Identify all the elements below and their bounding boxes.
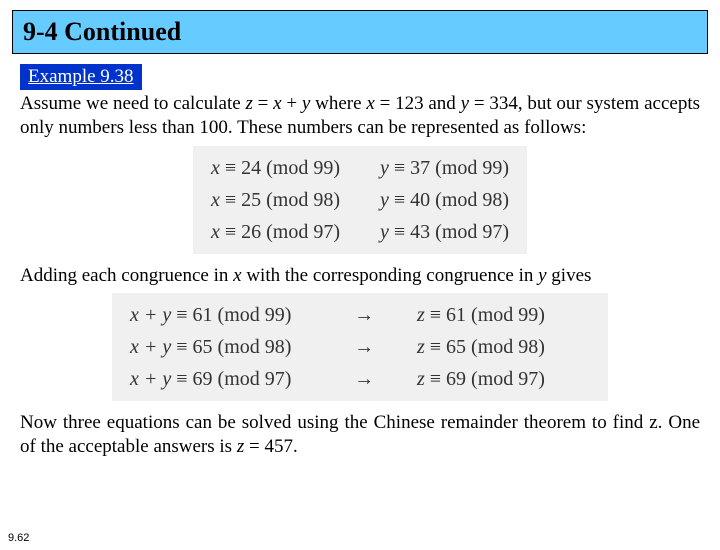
conclusion-text: Now three equations can be solved using … [20,411,700,459]
section-header: 9-4 Continued [12,10,708,54]
slide-content: Example 9.38 Assume we need to calculate… [0,58,720,459]
page-number: 9.62 [8,532,29,544]
math-block-1: x ≡ 24 (mod 99) y ≡ 37 (mod 99) x ≡ 25 (… [193,146,527,254]
mid-text: Adding each congruence in x with the cor… [20,264,700,288]
intro-text: Assume we need to calculate z = x + y wh… [20,92,700,140]
example-badge: Example 9.38 [20,64,142,90]
math-block-2: x + y ≡ 61 (mod 99) → z ≡ 61 (mod 99) x … [112,293,608,401]
